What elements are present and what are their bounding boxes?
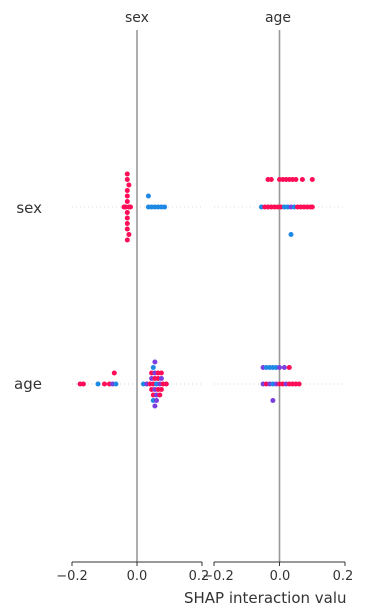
point-sex-sex-12 [124,177,130,182]
point-age-sex-29 [158,387,164,392]
point-age-sex-3 [102,381,107,387]
point-sex-sex-11 [124,226,130,232]
points [77,171,315,409]
point-sex-age-16 [309,204,315,210]
point-sex-sex-2 [124,199,130,204]
point-age-age-17 [277,365,282,370]
point-sex-sex-15 [124,237,130,243]
tick-label-right-plus: 0.2 [333,569,354,584]
point-sex-sex-13 [126,232,132,237]
point-sex-sex-22 [145,193,151,199]
point-sex-sex-1 [124,193,130,199]
point-sex-sex-0 [124,188,130,193]
point-sex-sex-10 [126,182,132,188]
tick-label-left-plus: 0.2 [189,569,210,584]
point-sex-age-18 [268,177,274,182]
point-age-sex-1 [80,381,86,387]
point-age-sex-35 [152,403,158,409]
point-age-sex-34 [154,398,159,403]
tick-label-left-minus: −0.2 [56,569,88,584]
point-sex-sex-9 [124,221,130,226]
point-sex-sex-14 [124,171,130,177]
point-age-age-18 [281,365,287,370]
point-age-sex-6 [113,381,119,387]
point-sex-sex-8 [124,215,130,221]
row-label-age: age [14,375,42,393]
point-age-sex-19 [158,376,164,381]
point-age-sex-25 [152,359,158,365]
row-label-sex: sex [16,199,42,217]
point-age-sex-23 [158,370,164,376]
point-age-sex-15 [163,381,169,387]
zero-lines [136,30,281,562]
x-axis-title: SHAP interaction valu [184,589,347,605]
column-title-sex: sex [125,10,149,26]
column-title-age: age [265,10,291,26]
point-age-sex-32 [157,392,163,398]
point-age-sex-7 [111,370,117,376]
point-sex-age-27 [288,232,294,237]
gridlines [72,206,345,385]
point-age-sex-24 [150,365,156,370]
tick-label-right-zero: 0.0 [270,569,291,584]
point-age-age-11 [296,381,302,387]
point-sex-sex-7 [124,210,130,215]
point-age-sex-2 [95,381,101,387]
point-age-age-19 [286,365,292,370]
point-sex-sex-6 [128,204,133,210]
point-sex-sex-5 [121,204,127,210]
point-sex-age-25 [299,177,305,182]
point-age-age-20 [270,398,276,403]
tick-label-right-minus: −0.2 [202,569,234,584]
tick-label-left-zero: 0.0 [127,569,148,584]
point-sex-age-26 [309,177,315,182]
axes [71,561,346,566]
point-sex-age-24 [293,177,299,182]
point-sex-sex-21 [162,204,168,210]
